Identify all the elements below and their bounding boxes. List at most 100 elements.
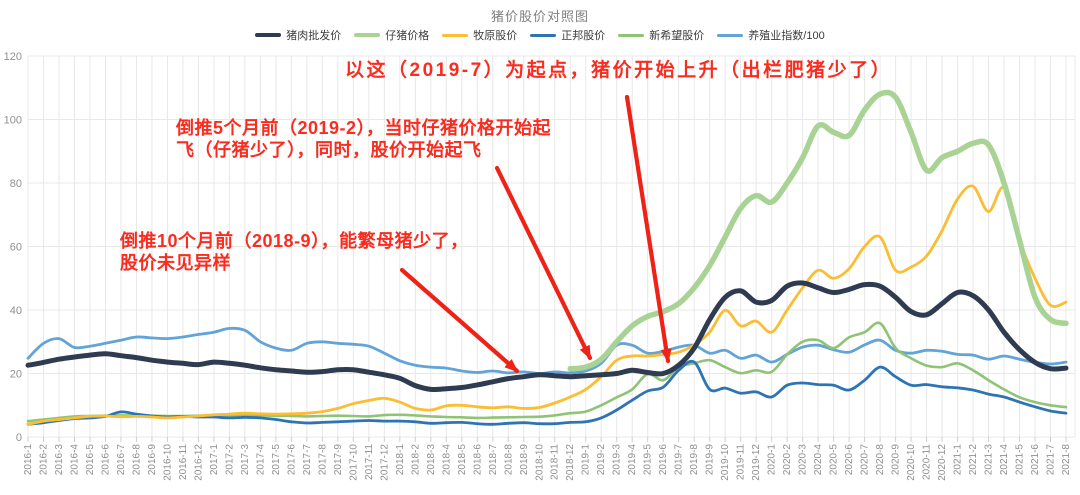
x-axis-tick-label: 2017-10: [348, 444, 359, 481]
x-axis-tick-label: 2020-4: [813, 444, 824, 476]
x-axis-tick-label: 2019-11: [736, 444, 747, 480]
legend-item-label: 牧原股价: [473, 30, 518, 42]
x-axis-tick-label: 2018-7: [488, 444, 499, 476]
legend-item-muyuan: 牧原股价: [442, 27, 517, 43]
legend-swatch-index: [717, 33, 744, 37]
series-line-pork: [25, 280, 1069, 393]
x-axis-tick-label: 2018-9: [519, 444, 530, 476]
x-axis-tick-label: 2016-3: [54, 444, 65, 476]
legend-item-piglet: 仔猪价格: [354, 27, 429, 43]
series-line-piglet: [567, 89, 1069, 372]
x-axis-tick-label: 2016-8: [131, 444, 142, 476]
x-axis-tick-label: 2017-1: [209, 444, 220, 476]
y-axis-labels: 0 20 40 60 80 100 120: [4, 51, 22, 444]
x-axis-tick-label: 2019-1: [581, 444, 592, 476]
x-axis-tick-label: 2016-11: [178, 444, 189, 480]
series-line-index: [26, 326, 1068, 375]
x-axis-tick-label: 2019-2: [596, 444, 607, 476]
x-axis-tick-label: 2019-4: [627, 444, 638, 476]
x-axis-tick-label: 2020-12: [937, 444, 948, 481]
x-axis-tick-label: 2021-2: [968, 444, 979, 476]
x-axis-tick-label: 2019-9: [705, 444, 716, 476]
x-axis-tick-label: 2019-3: [612, 444, 623, 476]
x-axis-tick-label: 2020-3: [798, 444, 809, 476]
annotation-text: 倒推10个月前（2018-9），能繁母猪少了，: [120, 231, 469, 251]
legend-item-label: 养殖业指数/100: [748, 30, 825, 42]
annotation-arrow: [494, 165, 593, 361]
x-axis-tick-label: 2017-8: [317, 444, 328, 476]
annotation-2018-9: 倒推10个月前（2018-9），能繁母猪少了， 股价未见异样: [120, 230, 469, 274]
legend-swatch-muyuan: [442, 33, 469, 37]
x-axis-tick-label: 2020-5: [829, 444, 840, 476]
x-axis-tick-label: 2018-1: [395, 444, 406, 476]
x-axis-tick-label: 2018-2: [410, 444, 421, 476]
y-axis-tick-label: 20: [10, 369, 22, 381]
x-axis-tick-label: 2016-9: [147, 444, 158, 476]
legend-swatch-newhope: [618, 33, 645, 37]
annotation-text: 倒推5个月前（2019-2），当时仔猪价格开始起: [176, 118, 552, 138]
y-axis-tick-label: 0: [16, 432, 22, 444]
x-axis-tick-label: 2019-7: [674, 444, 685, 476]
x-axis-tick-label: 2016-7: [116, 444, 127, 476]
legend-item-label: 猪肉批发价: [286, 30, 342, 42]
annotation-text: 以这（2019-7）为起点，猪价开始上升（出栏肥猪少了）: [345, 60, 893, 81]
x-axis-tick-label: 2019-6: [658, 444, 669, 476]
x-axis-tick-label: 2017-11: [364, 444, 375, 480]
annotation-text: 飞（仔猪少了），同时，股价开始起飞: [176, 140, 482, 160]
x-axis-tick-label: 2019-8: [689, 444, 700, 476]
annotation-2019-7: 以这（2019-7）为起点，猪价开始上升（出栏肥猪少了）: [345, 60, 892, 82]
x-axis-ticks: [27, 437, 1067, 442]
x-axis-tick-label: 2018-11: [550, 444, 561, 480]
x-axis-tick-label: 2016-12: [193, 444, 204, 481]
x-axis-tick-label: 2020-2: [782, 444, 793, 476]
x-axis-tick-label: 2017-2: [224, 444, 235, 476]
x-axis-tick-label: 2020-9: [891, 444, 902, 476]
x-axis-tick-label: 2016-10: [162, 444, 173, 481]
x-axis-tick-label: 2021-7: [1046, 444, 1057, 476]
legend-item-zhengbang: 正邦股价: [530, 27, 605, 43]
x-axis-tick-label: 2020-8: [875, 444, 886, 476]
x-axis-labels: 2016-1 2016-2 2016-3 2016-4 2016-5 2016-6 2016…: [23, 444, 1072, 481]
y-axis-tick-label: 80: [10, 178, 22, 190]
legend-item-label: 新希望股价: [649, 30, 705, 42]
legend-swatch-pork: [255, 33, 282, 37]
x-axis-tick-label: 2018-5: [457, 444, 468, 476]
x-axis-tick-label: 2017-6: [286, 444, 297, 476]
x-axis-tick-label: 2021-1: [953, 444, 964, 476]
x-axis-tick-label: 2021-4: [999, 444, 1010, 476]
annotation-2019-2: 倒推5个月前（2019-2），当时仔猪价格开始起 飞（仔猪少了），同时，股价开始…: [176, 117, 551, 161]
x-axis-tick-label: 2021-3: [984, 444, 995, 476]
x-axis-tick-label: 2020-7: [860, 444, 871, 476]
x-axis-tick-label: 2019-12: [751, 444, 762, 481]
x-axis-tick-label: 2018-12: [565, 444, 576, 481]
x-axis-tick-label: 2016-6: [100, 444, 111, 476]
legend: 猪肉批发价 仔猪价格 牧原股价 正邦股价 新希望股价 养殖业指数/100: [0, 27, 1080, 43]
legend-item-label: 仔猪价格: [385, 30, 430, 42]
annotation-arrow: [624, 94, 672, 364]
y-axis-tick-label: 100: [4, 115, 22, 127]
y-axis-tick-label: 120: [4, 51, 22, 63]
x-axis-tick-label: 2020-10: [906, 444, 917, 481]
x-axis-tick-label: 2019-10: [720, 444, 731, 481]
x-axis-tick-label: 2020-1: [767, 444, 778, 476]
legend-item-pork: 猪肉批发价: [255, 27, 341, 43]
series-line-muyuan: [26, 184, 1068, 426]
legend-item-label: 正邦股价: [561, 30, 606, 42]
x-axis-tick-label: 2018-6: [472, 444, 483, 476]
legend-swatch-piglet: [354, 33, 381, 37]
x-axis-tick-label: 2021-5: [1015, 444, 1026, 476]
annotation-arrow: [399, 267, 520, 374]
x-axis-tick-label: 2017-3: [240, 444, 251, 476]
x-axis-tick-label: 2016-4: [69, 444, 80, 476]
x-axis-tick-label: 2017-5: [271, 444, 282, 476]
x-axis-tick-label: 2021-8: [1061, 444, 1072, 476]
y-axis-tick-label: 60: [10, 242, 22, 254]
y-axis-tick-label: 40: [10, 305, 22, 317]
x-axis-tick-label: 2018-4: [441, 444, 452, 476]
legend-item-index: 养殖业指数/100: [717, 27, 825, 43]
annotation-text: 股价未见异样: [120, 253, 231, 273]
legend-swatch-zhengbang: [530, 33, 557, 37]
x-axis-tick-label: 2021-6: [1030, 444, 1041, 476]
x-axis-tick-label: 2017-4: [255, 444, 266, 476]
